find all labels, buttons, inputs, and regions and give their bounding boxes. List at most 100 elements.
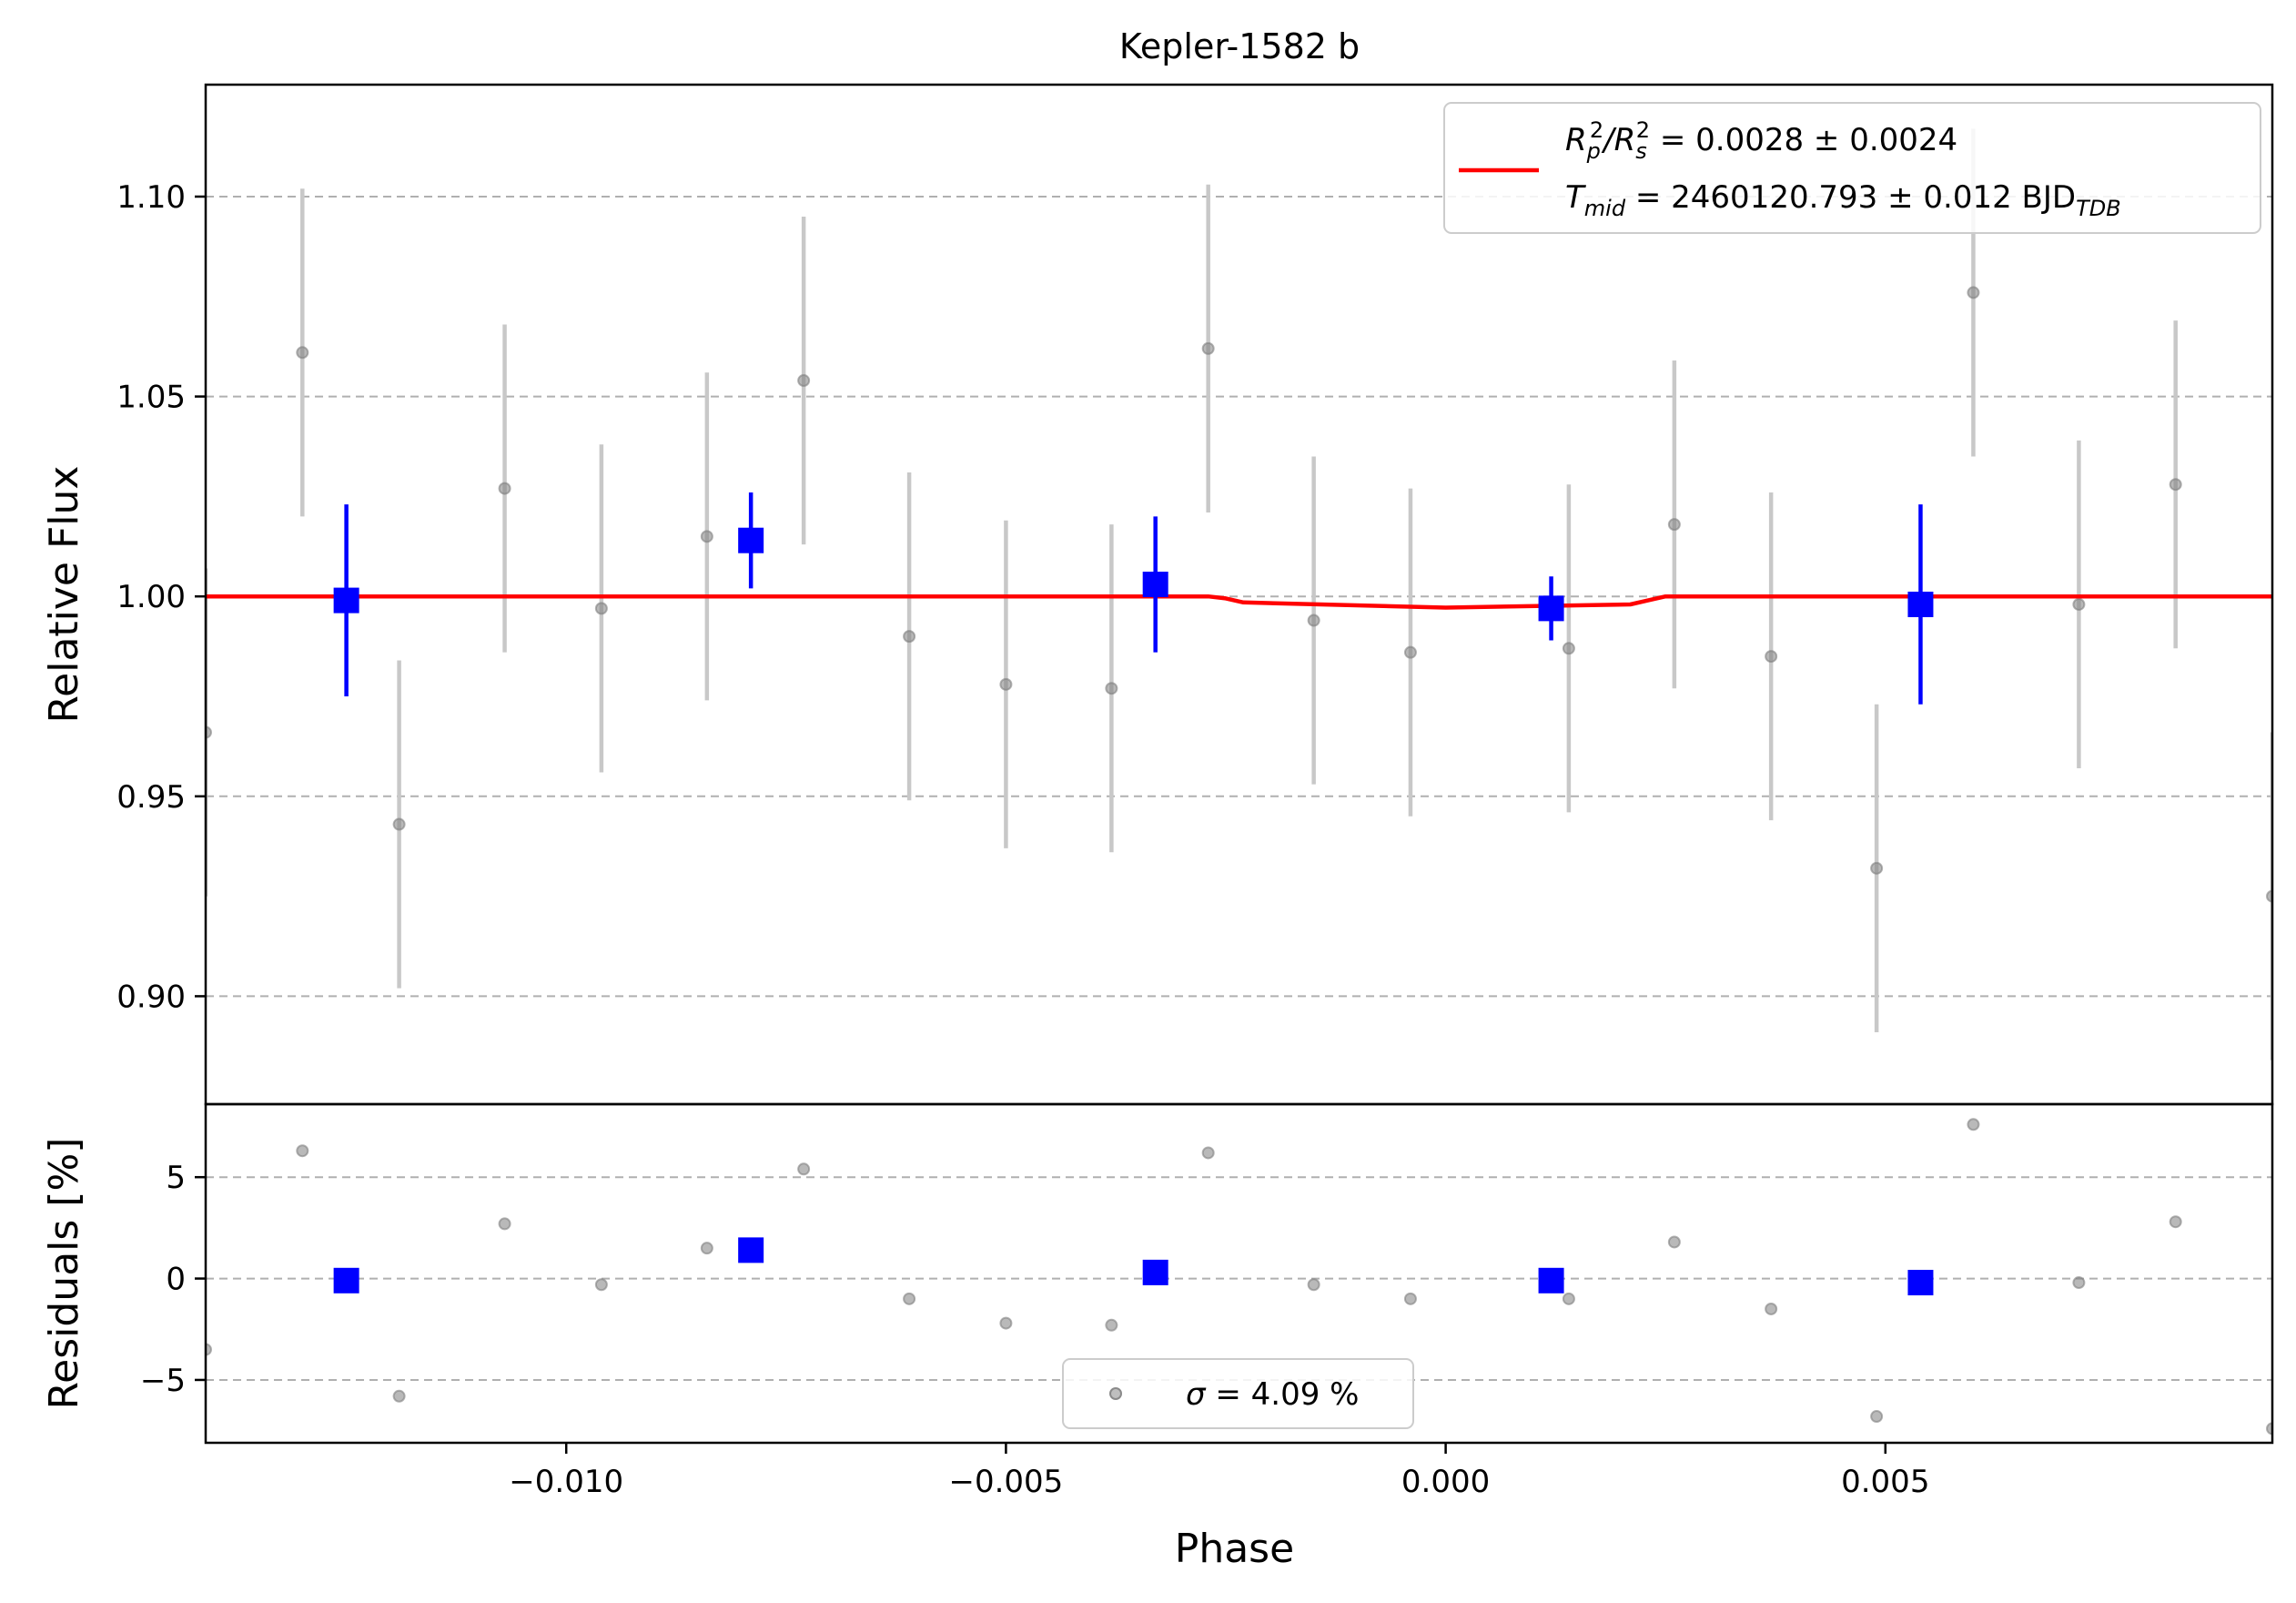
flux-raw-points [206,128,2272,1060]
flux-raw-point [1403,488,1417,817]
residual-raw-marker [2266,1422,2272,1436]
residual-raw-marker [999,1316,1013,1330]
residual-raw-marker [1967,1118,1980,1131]
flux-raw-point [700,372,713,701]
flux-y-ticks: 0.90 0.95 1.00 1.05 1.10 [116,179,206,1015]
residual-raw-marker [392,1389,406,1403]
flux-raw-marker [1765,650,1778,664]
residual-raw-marker [1105,1318,1118,1332]
residuals-binned-points [333,1237,1934,1296]
x-tick-label: 0.005 [1841,1464,1929,1500]
flux-raw-marker [594,602,608,615]
flux-binned-point [1907,504,1934,705]
residual-binned-marker [1142,1259,1168,1285]
flux-y-tick-label: 1.00 [116,579,186,615]
flux-y-tick-label: 0.90 [116,979,186,1015]
legend-sigma: σ = 4.09 % [1186,1376,1359,1413]
flux-raw-point [498,324,511,653]
chart-title: Kepler-1582 b [1119,26,1360,66]
flux-raw-marker [999,677,1013,691]
flux-raw-point [797,216,811,545]
flux-binned-marker [1142,572,1168,598]
flux-y-tick-label: 1.05 [116,380,186,416]
flux-panel: 0.900.951.001.051.10 Relative Flux Rp2/R… [41,83,2274,1106]
flux-raw-point [1562,484,1575,813]
flux-raw-point [2169,320,2182,649]
residual-raw-marker [1307,1278,1320,1292]
residuals-y-tick-label: 5 [166,1160,186,1196]
residual-raw-marker [1870,1410,1884,1424]
legend-sigma-symbol: σ [1186,1376,1207,1413]
flux-raw-point [1105,524,1118,853]
residuals-gridlines [206,1176,2272,1381]
flux-binned-point [1142,516,1168,653]
residuals-axes-frame [204,1102,2274,1445]
transit-model [206,594,2272,610]
flux-binned-marker [738,527,764,553]
flux-raw-point [1765,492,1778,821]
x-tick-label: −0.005 [948,1464,1063,1500]
residual-raw-marker [700,1242,713,1255]
x-axis-label: Phase [1175,1526,1294,1572]
transit-model-line [206,594,2272,610]
residual-raw-marker [1765,1302,1778,1315]
legend-tdb-sub: TDB [2076,196,2121,221]
flux-raw-marker [2169,478,2182,492]
flux-raw-point [1870,704,1884,1032]
residual-raw-marker [594,1278,608,1292]
flux-binned-point [333,504,359,696]
flux-binned-point [738,492,764,589]
residual-binned-marker [1538,1267,1564,1294]
residual-raw-marker [206,1343,212,1356]
phase-x-ticks: −0.010 −0.005 0.000 0.005 [509,1443,1929,1500]
residual-raw-marker [1667,1235,1681,1249]
legend-t-sub: mid [1584,196,1626,221]
flux-legend-box [1443,102,2261,234]
residual-binned-marker [333,1267,359,1294]
legend-radius-ratio: Rp2/Rs2 = 0.0028 ± 0.0024 [1565,117,1957,164]
legend-t-base: T [1565,179,1586,216]
x-tick-label: −0.010 [509,1464,623,1500]
flux-binned-marker [1538,595,1564,622]
legend-rs-base: /R [1601,122,1635,158]
flux-raw-marker [1562,642,1575,655]
flux-raw-point [999,520,1013,848]
residual-raw-marker [1201,1146,1215,1160]
residuals-legend: σ = 4.09 % [1062,1358,1414,1429]
flux-raw-marker [498,482,511,495]
flux-binned-point [1538,576,1564,641]
legend-rs-sub: s [1635,138,1647,164]
residual-binned-marker [1907,1270,1934,1296]
flux-y-tick-label: 1.10 [116,179,186,216]
flux-raw-marker [700,530,713,543]
flux-raw-point [2266,732,2272,1060]
residuals-y-tick-label: 0 [166,1262,186,1298]
flux-raw-marker [1105,682,1118,695]
flux-y-tick-label: 0.95 [116,779,186,816]
flux-raw-marker [296,346,309,360]
flux-raw-point [594,444,608,773]
flux-raw-marker [1201,341,1215,355]
flux-legend: Rp2/Rs2 = 0.0028 ± 0.0024 Tmid = 2460120… [1443,102,2261,234]
flux-raw-point [1201,184,1215,512]
flux-raw-marker [206,725,212,739]
legend-radius-value: = 0.0028 ± 0.0024 [1650,122,1957,158]
legend-rs-sup: 2 [1636,117,1650,143]
flux-raw-point [206,568,212,897]
flux-raw-marker [1967,286,1980,299]
legend-mid-transit: Tmid = 2460120.793 ± 0.012 BJDTDB [1565,179,2121,221]
flux-raw-marker [1870,861,1884,875]
flux-raw-marker [2072,597,2086,611]
residual-raw-marker [2072,1276,2086,1290]
residual-raw-marker [1403,1292,1417,1305]
flux-raw-point [903,472,916,801]
residual-raw-marker [296,1144,309,1158]
residual-raw-marker [2169,1215,2182,1229]
flux-binned-points [333,492,1934,705]
residuals-y-ticks: −5 0 5 [140,1160,206,1399]
legend-rp-base: R [1565,122,1587,158]
residuals-panel: σ = 4.09 % −5 0 5 −0.010 −0.005 0.000 0.005 R… [41,1102,2274,1572]
flux-raw-marker [903,630,916,644]
residual-raw-marker [498,1217,511,1231]
